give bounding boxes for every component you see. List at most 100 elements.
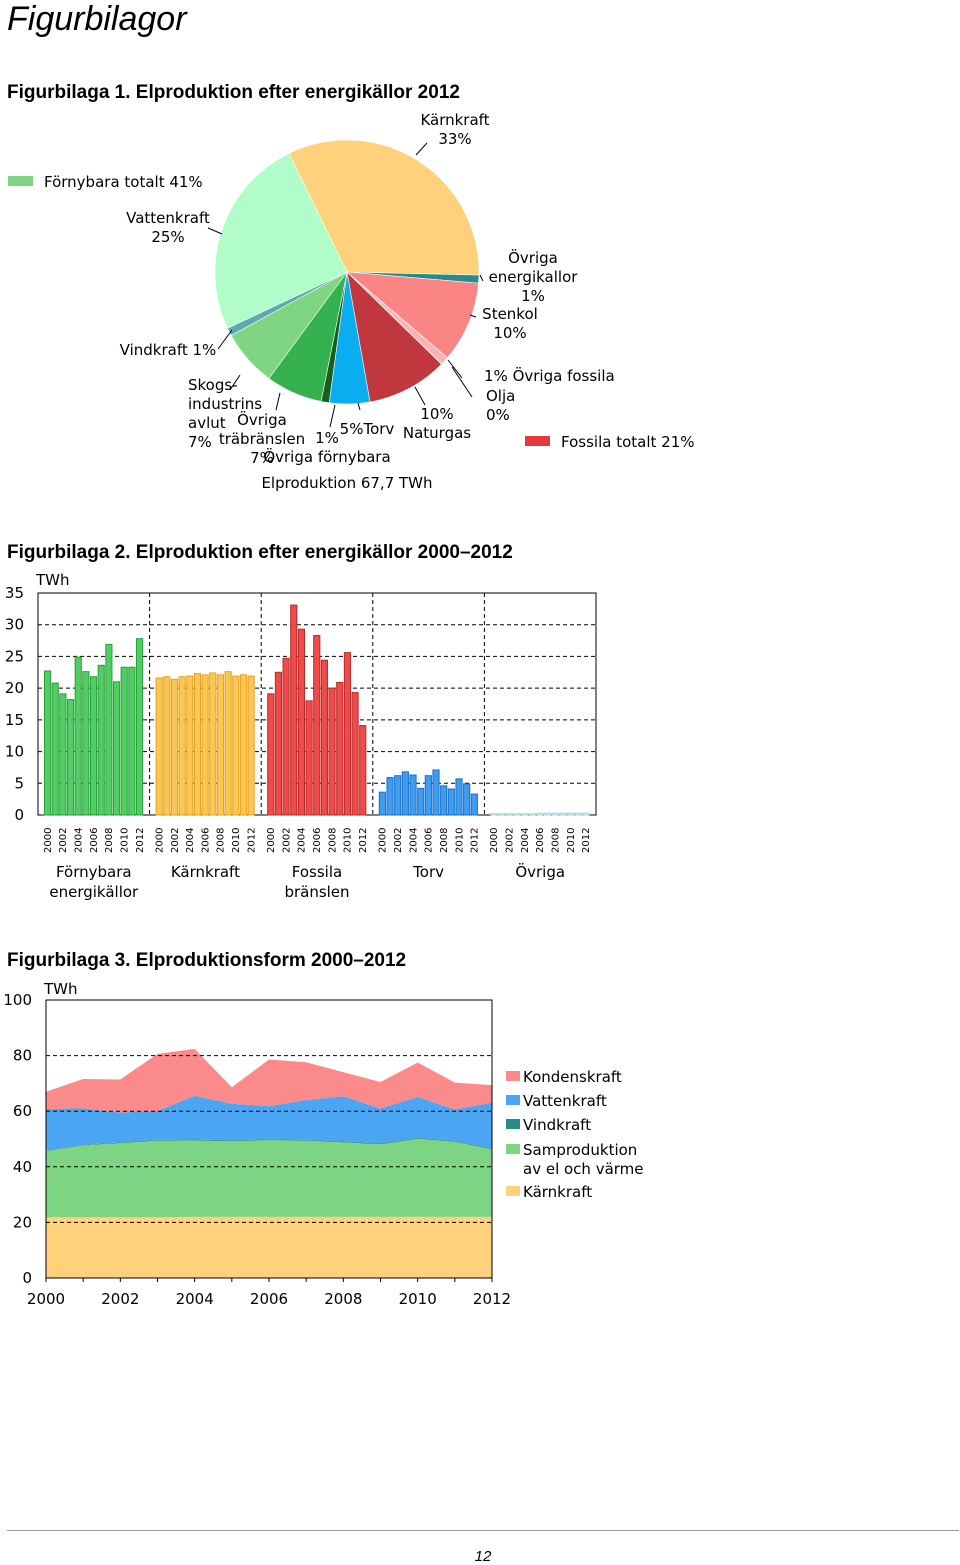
area-x-tick-label: 2008 xyxy=(324,1290,362,1308)
bar-x-tick-label: 2010 xyxy=(119,828,130,853)
bar-x-tick-label: 2006 xyxy=(535,828,546,853)
bar-fossila-bränslen-2001 xyxy=(274,671,283,816)
pie-leader-line xyxy=(469,314,477,318)
bar-fossila-bränslen-2010 xyxy=(343,652,351,816)
bar-x-tick-label: 2000 xyxy=(489,828,500,853)
bar-torv-2004 xyxy=(409,774,417,816)
bar-x-tick-label: 2006 xyxy=(424,828,435,853)
bar-fossila-bränslen-2011 xyxy=(351,692,359,816)
bar-torv-2008 xyxy=(440,785,448,816)
area-x-tick-label: 2006 xyxy=(250,1290,288,1308)
bar-övriga-2011 xyxy=(574,812,582,816)
bar-x-tick-label: 2004 xyxy=(297,828,308,853)
bar-fossila-bränslen-2008 xyxy=(328,687,336,816)
bar-kärnkraft-2001 xyxy=(163,676,171,816)
bar-kärnkraft-2002 xyxy=(170,678,179,816)
area-series-kondenskraft xyxy=(46,1048,492,1113)
bar-y-tick-label: 30 xyxy=(5,616,24,634)
pie-label-stenkol: Stenkol xyxy=(482,305,538,323)
footer-rule xyxy=(7,1530,959,1531)
bar-kärnkraft-2006 xyxy=(201,674,209,816)
pie-label-kärnkraft: Kärnkraft xyxy=(420,111,489,129)
bar-kärnkraft-2010 xyxy=(232,675,240,816)
bar-x-tick-label: 2000 xyxy=(266,828,277,853)
bar-x-tick-label: 2010 xyxy=(343,828,354,853)
pie-label-skogsindustrins-avlut: avlut xyxy=(188,414,226,432)
bar-övriga-2006 xyxy=(536,812,544,816)
bar-förnybara-energikällor-2003 xyxy=(66,699,75,816)
bar-torv-2005 xyxy=(417,787,425,816)
pie-label-övriga-förnybara: 1% xyxy=(315,429,339,447)
bar-x-tick-label: 2012 xyxy=(581,828,592,853)
bar-fossila-bränslen-2009 xyxy=(336,681,344,816)
area-legend-label-kondenskraft: Kondenskraft xyxy=(523,1068,622,1086)
bar-y-axis-label: TWh xyxy=(35,571,70,589)
bar-x-tick-label: 2002 xyxy=(393,828,404,853)
pie-label-övriga-energikällor: Övriga xyxy=(508,248,558,267)
area-series-samproduktion-av-el-och-värme xyxy=(46,1138,492,1218)
pie-label-övriga-fossila: 1% Övriga fossila xyxy=(484,366,615,385)
area-series-kärnkraft xyxy=(46,1216,492,1278)
group-legend-swatch xyxy=(525,436,550,446)
group-legend-label: Förnybara totalt 41% xyxy=(44,173,203,191)
pie-leader-line xyxy=(357,402,361,411)
bar-x-tick-label: 2004 xyxy=(73,828,84,853)
bar-kärnkraft-2007 xyxy=(209,672,217,816)
bar-torv-2012 xyxy=(470,793,478,816)
figure-1-title: Figurbilaga 1. Elproduktion efter energi… xyxy=(7,82,460,103)
bar-övriga-2000 xyxy=(490,813,498,816)
bar-group-label-torv: Torv xyxy=(412,863,444,881)
bar-torv-2000 xyxy=(378,791,386,816)
pie-total-label: Elproduktion 67,7 TWh xyxy=(261,474,432,492)
bar-fossila-bränslen-2000 xyxy=(267,693,275,816)
pie-label-övriga-träbränslen: 7% xyxy=(250,449,274,467)
bar-y-tick-label: 35 xyxy=(5,584,24,602)
bar-x-tick-label: 2012 xyxy=(246,828,257,853)
bar-övriga-2002 xyxy=(505,813,513,816)
bar-x-tick-label: 2012 xyxy=(358,828,369,853)
area-legend-swatch-vindkraft xyxy=(506,1119,520,1129)
bar-group-label-kärnkraft: Kärnkraft xyxy=(171,863,240,881)
bar-förnybara-energikällor-2004 xyxy=(74,656,82,816)
bar-fossila-bränslen-2006 xyxy=(313,635,321,816)
figure-3-title: Figurbilaga 3. Elproduktionsform 2000–20… xyxy=(7,950,407,971)
bar-y-tick-label: 20 xyxy=(5,679,24,697)
bar-förnybara-energikällor-2010 xyxy=(120,666,128,816)
pie-leader-line xyxy=(414,386,426,406)
bar-fossila-bränslen-2003 xyxy=(290,604,298,816)
pie-slice-kärnkraft xyxy=(288,139,480,276)
pie-label-skogsindustrins-avlut: 7% xyxy=(188,433,212,451)
area-x-tick-label: 2010 xyxy=(399,1290,437,1308)
bar-y-tick-label: 5 xyxy=(14,774,24,792)
page-heading: Figurbilagor xyxy=(7,0,187,38)
area-legend-swatch-kondenskraft xyxy=(506,1071,520,1081)
pie-label-olja: 0% xyxy=(486,406,510,424)
bar-x-tick-label: 2010 xyxy=(454,828,465,853)
pie-label-kärnkraft: 33% xyxy=(438,130,471,148)
bar-x-tick-label: 2006 xyxy=(89,828,100,853)
pie-label-övriga-energikällor: energikallor xyxy=(489,268,579,286)
area-legend-swatch-kärnkraft xyxy=(506,1186,520,1196)
bar-övriga-2003 xyxy=(513,813,521,816)
bar-torv-2007 xyxy=(432,769,440,816)
pie-leader-line xyxy=(207,227,223,235)
pie-leader-line xyxy=(451,366,473,398)
pie-label-olja: Olja xyxy=(486,387,515,405)
bar-x-tick-label: 2004 xyxy=(520,828,531,853)
area-legend-label-vindkraft: Vindkraft xyxy=(523,1116,591,1134)
bar-kärnkraft-2003 xyxy=(178,676,186,816)
area-y-tick-label: 20 xyxy=(13,1213,32,1231)
area-y-tick-label: 100 xyxy=(3,991,32,1009)
bar-group-label-fossila-bränslen: Fossila xyxy=(292,863,342,881)
area-legend-label-vattenkraft: Vattenkraft xyxy=(523,1092,607,1110)
bar-fossila-bränslen-2005 xyxy=(305,700,313,816)
area-legend-label-samproduktion-av-el-och-värme: av el och värme xyxy=(523,1160,644,1178)
area-legend-swatch-samproduktion-av-el-och-värme xyxy=(506,1144,520,1154)
pie-slice-stenkol xyxy=(346,271,479,359)
bar-torv-2001 xyxy=(386,777,394,816)
bar-x-tick-label: 2000 xyxy=(154,828,165,853)
bar-torv-2009 xyxy=(447,788,455,816)
pie-label-övriga-träbränslen: Övriga xyxy=(237,410,287,429)
bar-torv-2010 xyxy=(455,778,463,816)
bar-y-tick-label: 25 xyxy=(5,647,24,665)
